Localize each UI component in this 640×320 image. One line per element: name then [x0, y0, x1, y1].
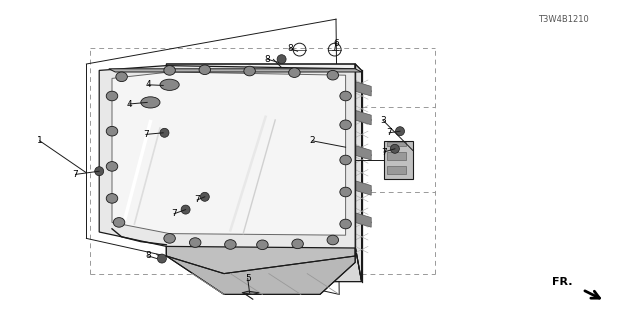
- Ellipse shape: [292, 239, 303, 249]
- Circle shape: [157, 254, 166, 263]
- Text: 3: 3: [380, 116, 385, 124]
- Polygon shape: [384, 141, 413, 179]
- Ellipse shape: [327, 235, 339, 245]
- Ellipse shape: [289, 68, 300, 77]
- Ellipse shape: [160, 79, 179, 91]
- Ellipse shape: [340, 155, 351, 165]
- Text: 7: 7: [143, 130, 148, 139]
- Text: 4: 4: [127, 100, 132, 108]
- Ellipse shape: [340, 187, 351, 197]
- Text: FR.: FR.: [552, 276, 573, 287]
- Polygon shape: [355, 213, 371, 227]
- Polygon shape: [355, 146, 371, 160]
- Polygon shape: [112, 72, 346, 235]
- Text: 6: 6: [333, 39, 339, 48]
- Ellipse shape: [116, 72, 127, 82]
- Polygon shape: [387, 152, 406, 160]
- Ellipse shape: [106, 194, 118, 203]
- Text: 7: 7: [73, 170, 78, 179]
- Text: 7: 7: [381, 148, 387, 156]
- Polygon shape: [355, 64, 362, 282]
- Ellipse shape: [340, 219, 351, 229]
- Ellipse shape: [113, 218, 125, 227]
- Text: 8: 8: [287, 44, 292, 53]
- Text: 2: 2: [310, 136, 315, 145]
- Polygon shape: [166, 245, 355, 294]
- Text: T3W4B1210: T3W4B1210: [538, 15, 589, 24]
- Text: 7: 7: [387, 128, 392, 137]
- Ellipse shape: [164, 66, 175, 75]
- Text: 7: 7: [172, 209, 177, 218]
- Polygon shape: [355, 181, 371, 195]
- Text: 8: 8: [146, 252, 151, 260]
- Ellipse shape: [164, 234, 175, 243]
- Ellipse shape: [340, 120, 351, 130]
- Polygon shape: [387, 142, 406, 146]
- Ellipse shape: [225, 240, 236, 249]
- Polygon shape: [166, 245, 355, 274]
- Polygon shape: [355, 82, 371, 96]
- Ellipse shape: [327, 70, 339, 80]
- Text: 8: 8: [265, 55, 270, 64]
- Circle shape: [396, 127, 404, 136]
- Circle shape: [200, 192, 209, 201]
- Polygon shape: [387, 166, 406, 174]
- Ellipse shape: [244, 66, 255, 76]
- Circle shape: [277, 55, 286, 64]
- Text: 1: 1: [37, 136, 42, 145]
- Polygon shape: [166, 245, 362, 282]
- Text: 5: 5: [245, 274, 250, 283]
- Text: 4: 4: [146, 80, 151, 89]
- Ellipse shape: [199, 65, 211, 75]
- Ellipse shape: [106, 91, 118, 101]
- Circle shape: [390, 144, 399, 153]
- Ellipse shape: [106, 126, 118, 136]
- Ellipse shape: [106, 162, 118, 171]
- Circle shape: [160, 128, 169, 137]
- Polygon shape: [176, 69, 342, 242]
- Polygon shape: [166, 64, 355, 246]
- Ellipse shape: [141, 97, 160, 108]
- Ellipse shape: [340, 91, 351, 101]
- Ellipse shape: [189, 238, 201, 247]
- Polygon shape: [242, 291, 259, 294]
- Polygon shape: [99, 66, 355, 248]
- Text: 7: 7: [195, 196, 200, 204]
- Circle shape: [95, 167, 104, 176]
- Polygon shape: [355, 110, 371, 125]
- Polygon shape: [109, 69, 362, 72]
- Ellipse shape: [257, 240, 268, 250]
- Circle shape: [181, 205, 190, 214]
